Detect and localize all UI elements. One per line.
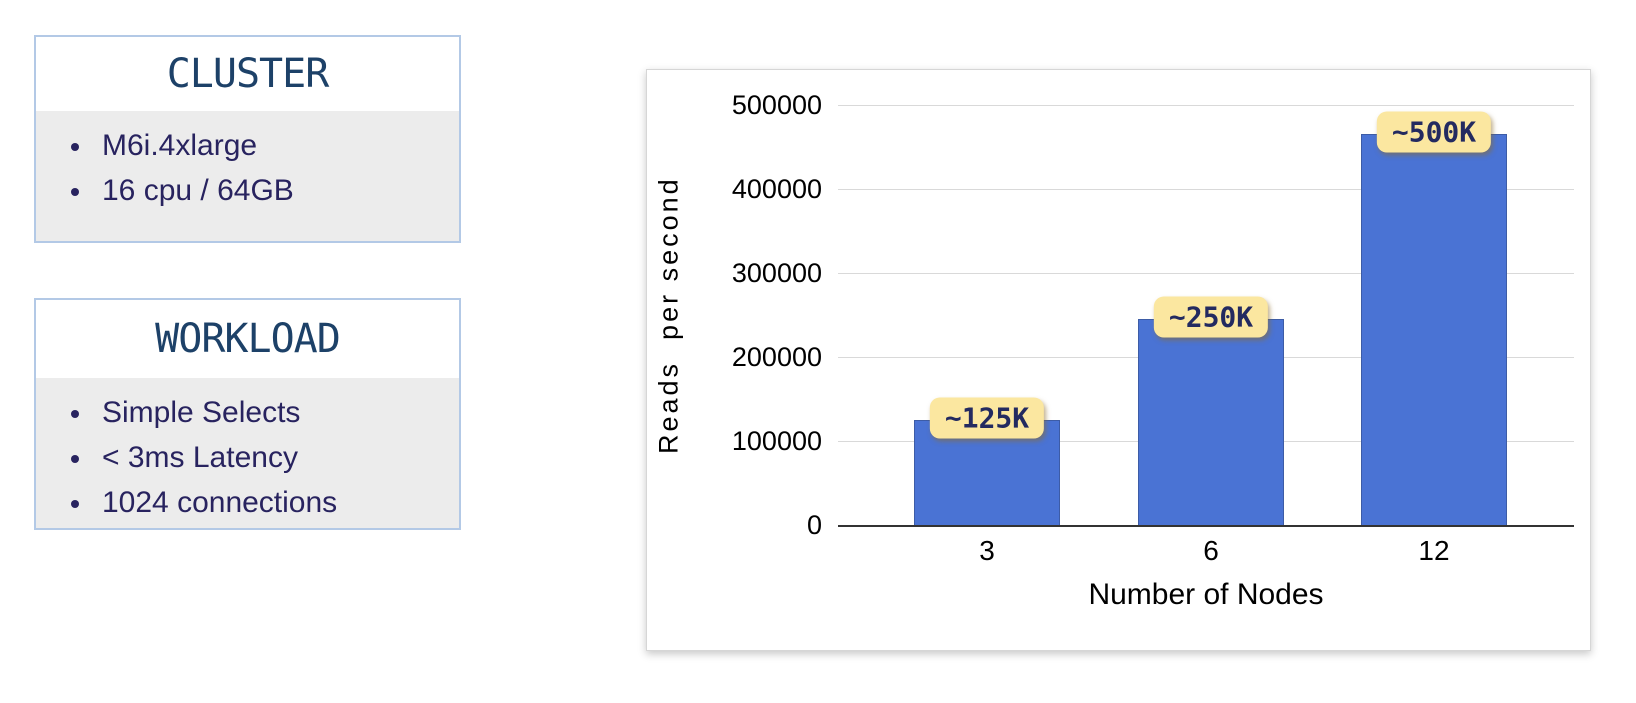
- workload-box-title: WORKLOAD: [155, 316, 341, 362]
- bar-chart-card: Reads per second 500000 400000 300000 20000…: [646, 69, 1591, 651]
- bar: [1138, 319, 1284, 525]
- y-tick-label: 500000: [731, 90, 822, 120]
- list-item: 1024 connections: [94, 480, 449, 525]
- y-tick-label: 300000: [731, 258, 822, 288]
- cluster-box-title: CLUSTER: [166, 51, 330, 97]
- list-item: < 3ms Latency: [94, 435, 449, 480]
- bar-value-badge: ~500K: [1376, 111, 1492, 153]
- gridline: [838, 273, 1574, 274]
- x-tick-label: 3: [979, 535, 995, 566]
- cluster-box-body: M6i.4xlarge 16 cpu / 64GB: [36, 111, 459, 241]
- x-tick-label: 12: [1418, 535, 1450, 566]
- y-axis-title: Reads per second: [653, 176, 684, 454]
- workload-list: Simple Selects < 3ms Latency 1024 connec…: [36, 378, 459, 525]
- y-tick-label: 0: [806, 510, 822, 540]
- plot-area: 500000 400000 300000 200000 100000 0 ~125K 3 ~25…: [732, 90, 1574, 566]
- y-tick-label: 200000: [731, 342, 822, 372]
- workload-box-body: Simple Selects < 3ms Latency 1024 connec…: [36, 378, 459, 528]
- x-axis-line: [838, 525, 1574, 527]
- workload-box-header: WORKLOAD: [36, 300, 459, 378]
- list-item: 16 cpu / 64GB: [94, 168, 449, 213]
- x-tick-label: 6: [1203, 535, 1219, 566]
- list-item: M6i.4xlarge: [94, 123, 449, 168]
- bar-value-badge: ~125K: [929, 397, 1045, 439]
- y-tick-label: 100000: [731, 426, 822, 456]
- cluster-list: M6i.4xlarge 16 cpu / 64GB: [36, 111, 459, 213]
- gridline: [838, 105, 1574, 106]
- y-tick-label: 400000: [731, 174, 822, 204]
- x-axis-title: Number of Nodes: [1088, 578, 1324, 611]
- bar-value-badge: ~250K: [1153, 296, 1269, 338]
- workload-box: WORKLOAD Simple Selects < 3ms Latency 10…: [34, 298, 461, 530]
- bar: [1361, 134, 1507, 525]
- list-item: Simple Selects: [94, 390, 449, 435]
- cluster-box-header: CLUSTER: [36, 37, 459, 111]
- cluster-box: CLUSTER M6i.4xlarge 16 cpu / 64GB: [34, 35, 461, 243]
- gridline: [838, 189, 1574, 190]
